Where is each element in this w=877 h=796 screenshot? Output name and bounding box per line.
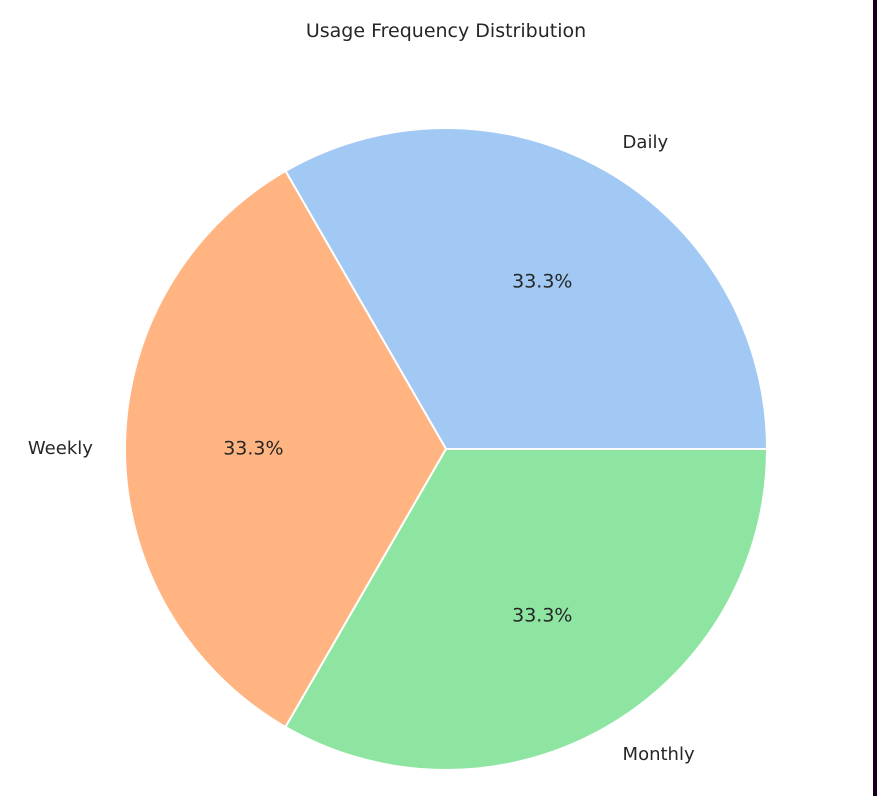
percent-label-weekly: 33.3% bbox=[223, 438, 283, 460]
chart-title: Usage Frequency Distribution bbox=[306, 20, 586, 42]
pie-slice-daily bbox=[284, 127, 768, 450]
category-label-weekly: Weekly bbox=[28, 438, 93, 459]
category-label-monthly: Monthly bbox=[623, 744, 695, 765]
percent-label-monthly: 33.3% bbox=[512, 604, 572, 626]
pie-slice-weekly bbox=[124, 170, 447, 728]
category-labels: Daily Weekly Monthly bbox=[28, 132, 695, 765]
percentage-labels: 33.3% 33.3% 33.3% bbox=[223, 271, 572, 627]
category-label-daily: Daily bbox=[623, 132, 669, 153]
window-edge bbox=[873, 0, 877, 796]
pie-slice-monthly bbox=[284, 448, 768, 771]
percent-label-daily: 33.3% bbox=[512, 271, 572, 293]
pie-slices bbox=[124, 127, 768, 771]
